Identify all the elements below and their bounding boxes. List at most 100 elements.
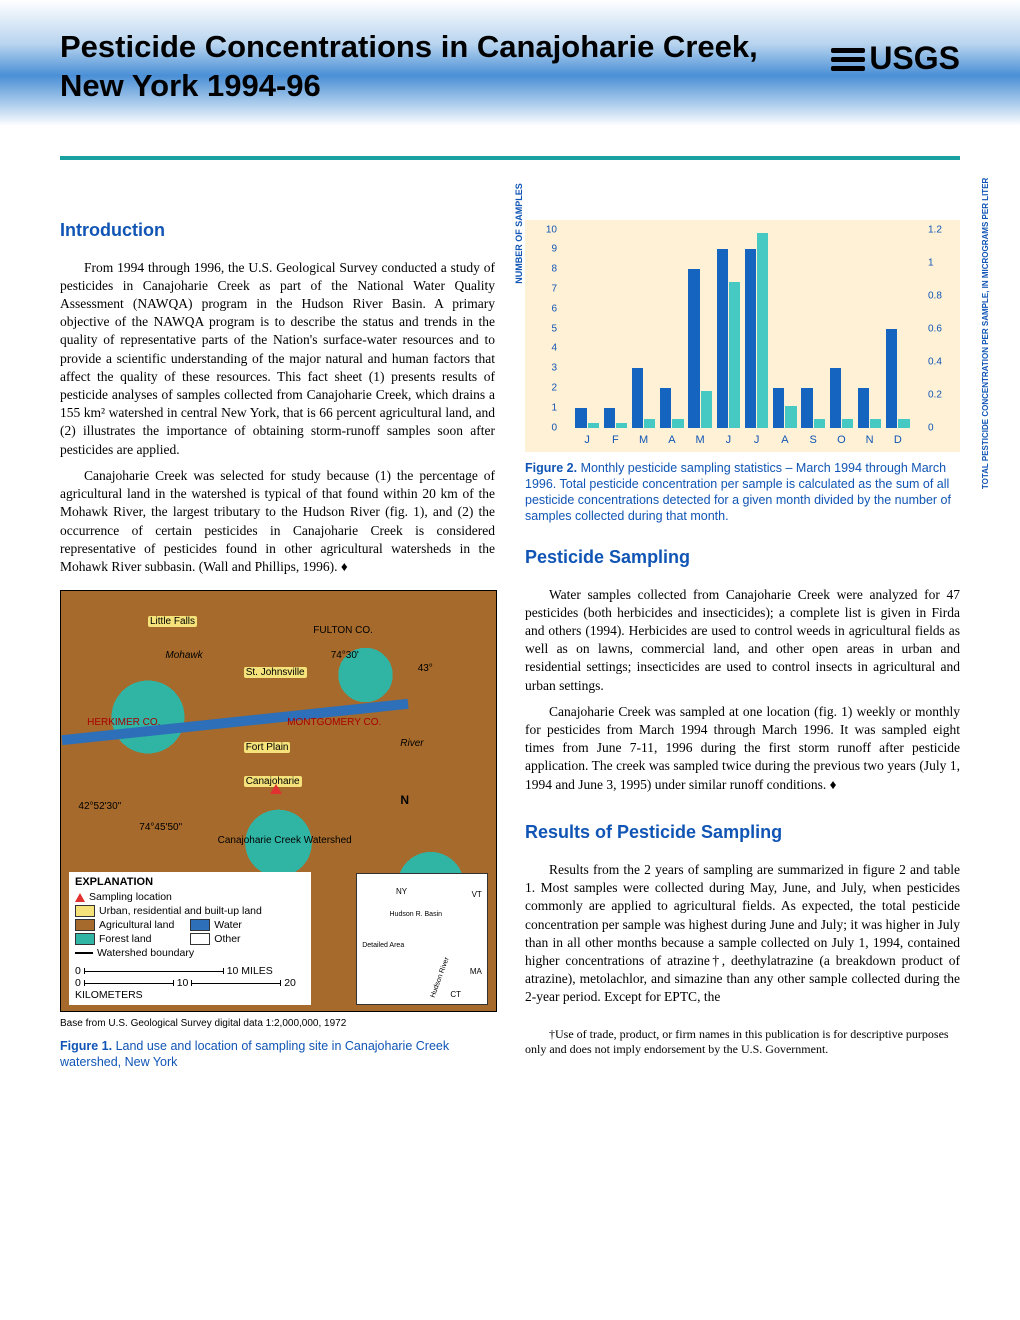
x-tick-label: N xyxy=(858,434,882,446)
scale-bar-km-2 xyxy=(191,983,281,984)
figure-1-caption-bold: Figure 1. xyxy=(60,1039,112,1053)
bar-group xyxy=(858,230,882,428)
sampling-paragraph-1: Water samples collected from Canajoharie… xyxy=(525,586,960,695)
bar-samples xyxy=(886,329,897,428)
bar-group xyxy=(773,230,797,428)
inset-label-ny: NY xyxy=(396,887,407,896)
y-tick-left: 6 xyxy=(523,303,557,314)
legend-agricultural-label: Agricultural land xyxy=(99,919,174,931)
map-label-fort-plain: Fort Plain xyxy=(244,742,291,753)
y-tick-right: 0.4 xyxy=(928,356,962,367)
north-arrow-label: N xyxy=(400,793,409,807)
bar-concentration xyxy=(870,419,881,427)
map-label-montgomery-co: MONTGOMERY CO. xyxy=(287,717,381,728)
scale-km-label: KILOMETERS xyxy=(75,989,143,1001)
inset-label-ct: CT xyxy=(450,990,461,999)
inset-label-vt: VT xyxy=(472,890,482,899)
results-paragraph-1: Results from the 2 years of sampling are… xyxy=(525,861,960,1007)
y-tick-right: 0.8 xyxy=(928,290,962,301)
intro-paragraph-1: From 1994 through 1996, the U.S. Geologi… xyxy=(60,259,495,459)
scale-km-10: 10 xyxy=(177,977,189,989)
bar-group xyxy=(688,230,712,428)
footnote-trade-names: †Use of trade, product, or firm names in… xyxy=(525,1027,960,1058)
legend-title: EXPLANATION xyxy=(75,876,305,888)
x-tick-label: A xyxy=(660,434,684,446)
bar-samples xyxy=(632,368,643,427)
bar-samples xyxy=(717,249,728,427)
inset-label-hudson-river: Hudson River xyxy=(430,956,451,998)
legend-urban-label: Urban, residential and built-up land xyxy=(99,905,262,917)
y-tick-right: 0.2 xyxy=(928,389,962,400)
y-tick-left: 4 xyxy=(523,343,557,354)
bar-concentration xyxy=(701,391,712,427)
y-tick-right: 0 xyxy=(928,422,962,433)
bar-group xyxy=(886,230,910,428)
bar-concentration xyxy=(757,233,768,428)
y-tick-left: 9 xyxy=(523,244,557,255)
x-tick-label: F xyxy=(604,434,628,446)
figure-2-chart: NUMBER OF SAMPLES 012345678910 TOTAL PES… xyxy=(525,220,960,452)
bar-group xyxy=(604,230,628,428)
bar-samples xyxy=(575,408,586,428)
scale-km-20: 20 xyxy=(284,977,296,989)
usgs-logo-text: USGS xyxy=(869,40,960,77)
bar-concentration xyxy=(672,419,683,427)
map-label-mohawk: Mohawk xyxy=(165,650,202,661)
map-label-watershed: Canajoharie Creek Watershed xyxy=(218,835,352,846)
y-tick-right: 1 xyxy=(928,257,962,268)
x-tick-label: S xyxy=(801,434,825,446)
right-column: NUMBER OF SAMPLES 012345678910 TOTAL PES… xyxy=(525,220,960,1089)
x-tick-label: M xyxy=(688,434,712,446)
map-legend-box: EXPLANATION Sampling location Urban, res… xyxy=(69,872,311,1005)
y-tick-right: 0.6 xyxy=(928,323,962,334)
figure-1-caption-text: Land use and location of sampling site i… xyxy=(60,1039,449,1069)
chart-ylabel-right: TOTAL PESTICIDE CONCENTRATION PER SAMPLE… xyxy=(982,177,991,488)
bar-concentration xyxy=(814,419,825,427)
y-tick-left: 3 xyxy=(523,363,557,374)
bar-group xyxy=(717,230,741,428)
sampling-location-icon xyxy=(270,784,282,794)
bar-group xyxy=(801,230,825,428)
map-label-lat1: 42°52'30" xyxy=(78,801,121,812)
scale-km-0: 0 xyxy=(75,977,81,989)
map-label-herkimer-co: HERKIMER CO. xyxy=(87,717,160,728)
y-tick-left: 10 xyxy=(523,224,557,235)
scale-bar-km-1 xyxy=(84,983,174,984)
bar-group xyxy=(660,230,684,428)
y-tick-right: 1.2 xyxy=(928,224,962,235)
y-tick-left: 8 xyxy=(523,264,557,275)
legend-boundary-label: Watershed boundary xyxy=(97,947,194,959)
y-tick-left: 1 xyxy=(523,402,557,413)
figure-1-caption: Figure 1. Land use and location of sampl… xyxy=(60,1038,495,1071)
x-tick-label: J xyxy=(745,434,769,446)
legend-water-swatch xyxy=(190,919,210,931)
y-tick-left: 5 xyxy=(523,323,557,334)
inset-label-detailed: Detailed Area xyxy=(362,942,404,949)
map-base-note: Base from U.S. Geological Survey digital… xyxy=(60,1018,495,1030)
y-tick-left: 7 xyxy=(523,283,557,294)
intro-paragraph-2: Canajoharie Creek was selected for study… xyxy=(60,467,495,576)
map-label-little-falls: Little Falls xyxy=(148,616,197,627)
bar-concentration xyxy=(729,282,740,427)
bar-samples xyxy=(773,388,784,428)
header-band: Pesticide Concentrations in Canajoharie … xyxy=(0,0,1020,126)
x-tick-label: J xyxy=(575,434,599,446)
inset-locator-map: NY VT MA CT Hudson R. Basin Detailed Are… xyxy=(356,873,488,1005)
legend-water-label: Water xyxy=(214,919,242,931)
map-label-lon1: 74°30' xyxy=(331,650,359,661)
x-tick-label: O xyxy=(830,434,854,446)
section-heading-results: Results of Pesticide Sampling xyxy=(525,822,960,843)
bar-group xyxy=(830,230,854,428)
figure-1-map: Little Falls FULTON CO. 74°30' 43° St. J… xyxy=(60,590,497,1012)
y-tick-left: 0 xyxy=(523,422,557,433)
map-label-river: River xyxy=(400,738,423,749)
figure-2-caption-text: Monthly pesticide sampling statistics – … xyxy=(525,461,951,524)
scale-bar-miles xyxy=(84,971,224,972)
map-label-st-johnsville: St. Johnsville xyxy=(244,667,307,678)
bar-samples xyxy=(745,249,756,427)
map-label-lat2: 43° xyxy=(418,663,433,674)
bar-concentration xyxy=(644,419,655,427)
map-label-fulton-co: FULTON CO. xyxy=(313,625,373,636)
sampling-paragraph-2: Canajoharie Creek was sampled at one loc… xyxy=(525,703,960,794)
chart-bars xyxy=(573,230,912,428)
